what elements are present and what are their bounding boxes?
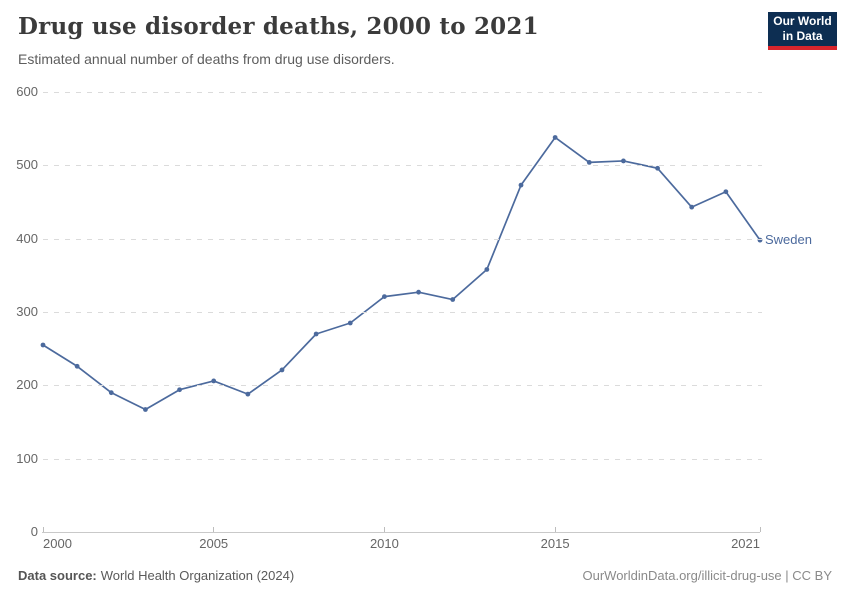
x-axis-line: [42, 532, 760, 533]
x-axis-tick-label: 2015: [540, 536, 570, 551]
gridline: [43, 385, 762, 387]
owid-logo-line1: Our World: [773, 14, 832, 29]
data-source-text: World Health Organization (2024): [100, 568, 295, 583]
data-point[interactable]: [313, 331, 319, 337]
y-axis-tick-label: 0: [30, 524, 38, 539]
attribution-link[interactable]: OurWorldinData.org/illicit-drug-use | CC…: [582, 568, 833, 583]
data-point[interactable]: [177, 387, 182, 393]
data-point[interactable]: [586, 160, 592, 165]
data-point[interactable]: [416, 289, 421, 295]
x-axis-tick-label: 2005: [199, 536, 229, 551]
x-axis-tick-label: 2021: [731, 536, 760, 551]
data-point[interactable]: [108, 390, 114, 396]
x-axis-tick: [759, 527, 761, 532]
data-point[interactable]: [655, 165, 660, 171]
y-axis-tick-label: 400: [16, 230, 38, 246]
y-axis-tick-label: 600: [16, 84, 38, 99]
x-axis-tick-label: 2000: [43, 536, 72, 551]
data-point[interactable]: [347, 320, 353, 326]
data-point[interactable]: [723, 189, 729, 195]
x-axis-tick-label: 2010: [369, 536, 399, 551]
y-axis-tick-label: 200: [16, 377, 38, 393]
data-point[interactable]: [279, 367, 285, 373]
y-axis-tick-label: 100: [16, 450, 38, 466]
y-axis-tick-label: 500: [16, 157, 38, 173]
data-point[interactable]: [484, 267, 490, 272]
data-source-note: Data source: World Health Organization (2…: [18, 568, 294, 583]
data-point[interactable]: [211, 378, 217, 384]
x-axis-tick: [42, 527, 44, 532]
owid-logo-line2: in Data: [782, 29, 823, 43]
gridline: [43, 238, 762, 240]
data-point[interactable]: [450, 297, 456, 302]
data-point[interactable]: [382, 294, 387, 299]
gridline: [43, 92, 762, 93]
data-point[interactable]: [40, 342, 46, 348]
series-label-sweden[interactable]: Sweden: [765, 232, 812, 248]
x-axis-tick: [554, 527, 556, 532]
x-axis-tick: [213, 527, 215, 532]
gridline: [43, 458, 762, 460]
x-axis-tick: [383, 527, 385, 532]
y-axis-tick-label: 300: [16, 304, 38, 319]
data-point[interactable]: [552, 135, 558, 140]
page-title: Drug use disorder deaths, 2000 to 2021: [18, 13, 539, 40]
gridline: [43, 165, 762, 167]
data-point[interactable]: [74, 363, 80, 369]
data-point[interactable]: [689, 204, 695, 210]
data-point[interactable]: [518, 182, 524, 188]
data-source-label: Data source:: [18, 568, 97, 583]
owid-logo[interactable]: Our World in Data: [768, 12, 837, 50]
data-point[interactable]: [621, 158, 626, 164]
data-point[interactable]: [143, 407, 148, 412]
gridline: [43, 312, 762, 313]
trend-line[interactable]: [42, 136, 761, 411]
chart-subtitle: Estimated annual number of deaths from d…: [18, 51, 395, 67]
data-point[interactable]: [245, 391, 251, 397]
